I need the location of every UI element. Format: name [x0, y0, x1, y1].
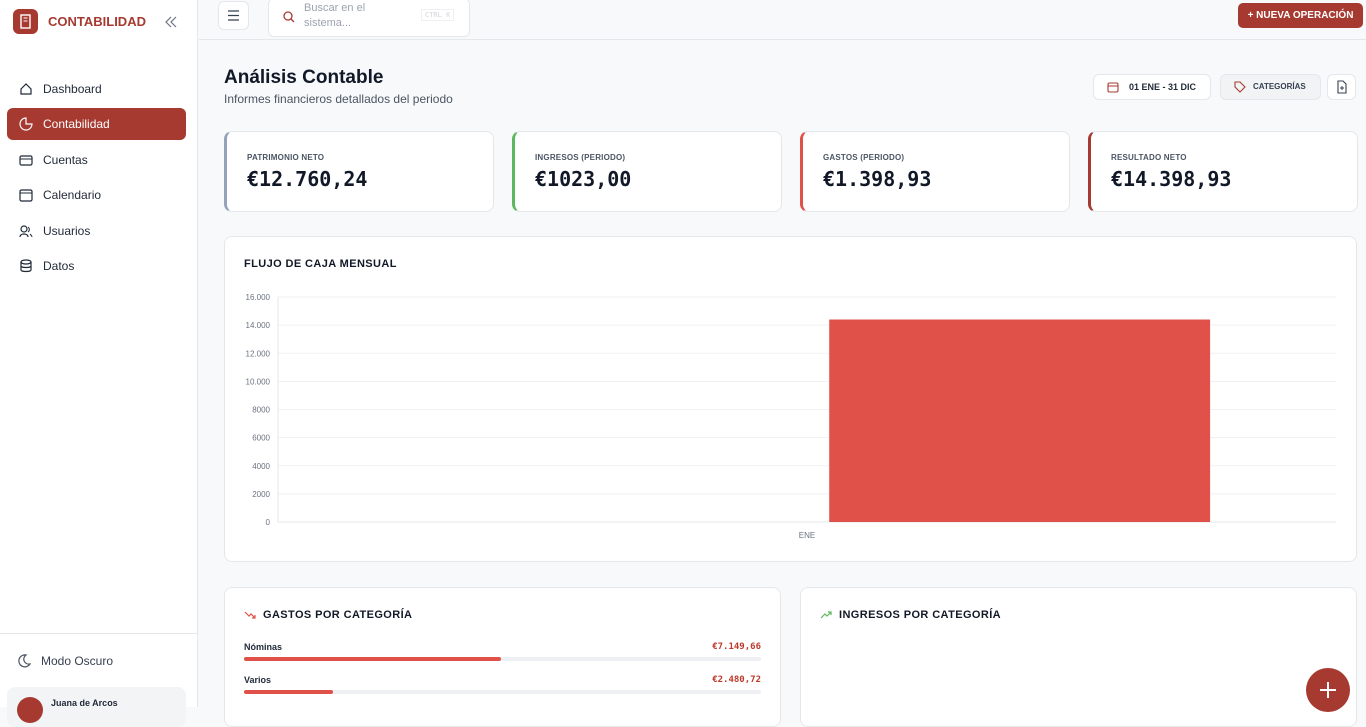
y-tick-label: 14.000	[246, 321, 271, 330]
dark-mode-toggle[interactable]: Modo Oscuro	[41, 654, 114, 668]
y-tick-label: 12.000	[246, 349, 271, 358]
date-range: 01 ENE - 31 DIC	[1129, 82, 1197, 92]
income-card: INGRESOS POR CATEGORÍA	[800, 587, 1357, 727]
kpi-value: €1.398,93	[823, 167, 932, 191]
y-tick-label: 16.000	[246, 293, 271, 302]
kpi-label: RESULTADO NETO	[1111, 153, 1187, 162]
expense-name: Nóminas	[244, 642, 283, 652]
kpi-label: INGRESOS (PERIODO)	[535, 153, 626, 162]
progress-track	[244, 690, 761, 694]
nav-item[interactable]: Calendario	[7, 179, 186, 211]
kpi-card: INGRESOS (PERIODO) €1023,00	[512, 131, 782, 212]
nav-icon	[19, 189, 33, 202]
progress-bar	[244, 690, 334, 694]
y-tick-label: 10.000	[246, 377, 271, 386]
shortcut-hint: CTRL K	[421, 9, 455, 21]
categories-button[interactable]: CATEGORÍAS	[1220, 74, 1321, 100]
chart-card: FLUJO DE CAJA MENSUAL 0 2000 4000 6000 8000 1…	[224, 236, 1357, 562]
kpi-card: RESULTADO NETO €14.398,93	[1088, 131, 1358, 212]
chart: 0 2000 4000 6000 8000 10.000 12.000 14.000 16.00…	[246, 293, 1336, 540]
kpi-card: PATRIMONIO NETO €12.760,24	[224, 131, 494, 212]
y-tick-label: 2000	[252, 490, 270, 499]
kpi-card: GASTOS (PERIODO) €1.398,93	[800, 131, 1070, 212]
nav-item[interactable]: Datos	[7, 250, 186, 282]
kpi-value: €1023,00	[535, 167, 632, 191]
nav-item[interactable]: Contabilidad	[7, 108, 186, 140]
menu-button[interactable]	[218, 1, 249, 30]
y-tick-label: 4000	[252, 462, 270, 471]
nav-item[interactable]: Dashboard	[7, 73, 186, 105]
kpi-value: €14.398,93	[1111, 167, 1232, 191]
nav-icon	[20, 259, 32, 273]
user-name: Juana de Arcos	[51, 698, 118, 708]
expense-name: Varios	[244, 675, 272, 685]
nav-item[interactable]: Usuarios	[7, 215, 186, 247]
kpi-label: GASTOS (PERIODO)	[823, 153, 905, 162]
search-placeholder: Buscar en el sistema...	[304, 2, 366, 29]
trend-down-icon	[244, 611, 256, 619]
expenses-card: GASTOS POR CATEGORÍA Nóminas €7.149,66 Var…	[224, 587, 781, 727]
chart-title: FLUJO DE CAJA MENSUAL	[244, 258, 397, 270]
brand: CONTABILIDAD	[48, 14, 146, 29]
expense-amount: €7.149,66	[712, 642, 761, 652]
nav-label: Cuentas	[43, 153, 88, 167]
moon-icon	[18, 654, 31, 668]
nav-icon	[19, 225, 33, 238]
y-tick-label: 8000	[252, 406, 270, 415]
search-box[interactable]: Buscar en el sistema... CTRL K	[268, 0, 470, 37]
user-card[interactable]: Juana de Arcos	[7, 687, 186, 727]
bar	[829, 319, 1211, 522]
nav-label: Datos	[43, 259, 75, 273]
nav-label: Calendario	[43, 188, 102, 202]
income-title: INGRESOS POR CATEGORÍA	[839, 609, 1001, 621]
x-tick-label: ENE	[799, 531, 815, 540]
fab-add[interactable]	[1306, 668, 1350, 712]
page-title: Análisis Contable	[224, 67, 384, 88]
export-button[interactable]	[1327, 74, 1356, 100]
sidebar: CONTABILIDAD Dashboard Contabilidad Cuenta…	[0, 0, 198, 727]
kpi-label: PATRIMONIO NETO	[247, 153, 325, 162]
nav-item[interactable]: Cuentas	[7, 144, 186, 176]
y-tick-label: 6000	[252, 434, 270, 443]
date-range-button[interactable]: 01 ENE - 31 DIC	[1093, 74, 1211, 100]
trend-up-icon	[820, 611, 832, 619]
new-operation-button[interactable]: + NUEVA OPERACIÓN	[1238, 3, 1363, 28]
categories-label: CATEGORÍAS	[1253, 82, 1306, 91]
brand-icon	[13, 9, 38, 34]
y-tick-label: 0	[266, 518, 271, 527]
nav-label: Usuarios	[43, 224, 91, 238]
kpi-value: €12.760,24	[247, 167, 368, 191]
expenses-title: GASTOS POR CATEGORÍA	[263, 609, 413, 621]
nav-label: Dashboard	[43, 82, 102, 96]
topbar: Buscar en el sistema... CTRL K + NUEVA O…	[199, 0, 1366, 40]
expense-amount: €2.480,72	[712, 675, 761, 685]
progress-track	[244, 657, 761, 661]
nav-icon	[20, 83, 32, 95]
collapse-icon[interactable]	[164, 15, 178, 29]
nav-icon	[19, 155, 33, 166]
nav-label: Contabilidad	[43, 117, 110, 131]
progress-bar	[244, 657, 501, 661]
page-subtitle: Informes financieros detallados del peri…	[224, 92, 453, 106]
nav-icon	[19, 117, 33, 131]
